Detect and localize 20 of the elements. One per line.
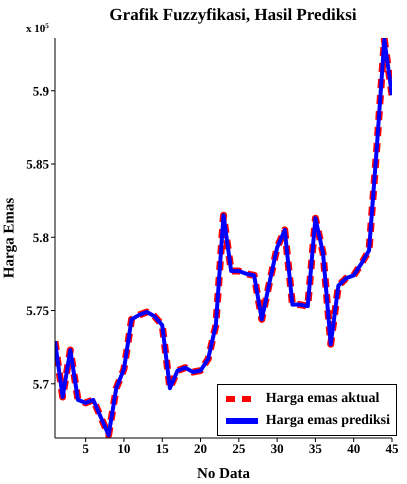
x-tick-label: 30 <box>270 441 284 456</box>
x-tick-label: 20 <box>194 441 208 456</box>
x-axis-title: No Data <box>197 466 250 482</box>
text: x 10$^{5}$ <box>26 22 50 35</box>
y-tick-label: 5.75 <box>26 303 50 318</box>
legend-label: Harga emas aktual <box>266 390 380 408</box>
x-tick-label: 40 <box>347 441 360 456</box>
y-tick-label: 5.8 <box>32 230 50 245</box>
y-axis-title: Harga Emas <box>1 198 18 278</box>
chart-title: Grafik Fuzzyfikasi, Hasil Prediksi <box>109 5 357 24</box>
y-tick-label: 5.9 <box>32 83 50 98</box>
y-tick-label: 5.7 <box>32 376 50 392</box>
x-tick-label: 35 <box>308 441 322 456</box>
x-tick-label: 45 <box>386 441 399 456</box>
x-tick-label: 25 <box>232 441 246 456</box>
x-tick-label: 10 <box>117 441 130 456</box>
legend-label: Harga emas prediksi <box>266 412 390 430</box>
x-tick-label: 5 <box>82 441 90 456</box>
x-tick-label: 15 <box>156 441 170 456</box>
y-tick-label: 5.85 <box>26 156 50 172</box>
